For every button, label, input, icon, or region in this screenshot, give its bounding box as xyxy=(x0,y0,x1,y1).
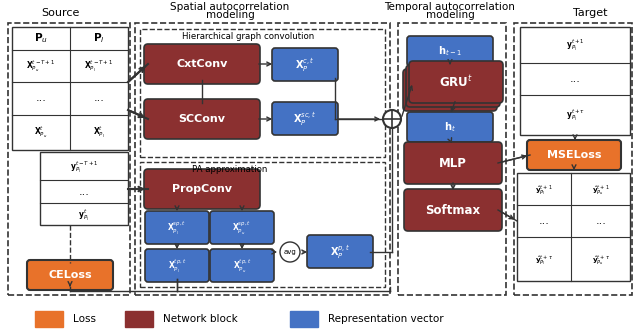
Text: SCConv: SCConv xyxy=(179,114,225,124)
FancyBboxPatch shape xyxy=(272,48,338,81)
Text: $\mathbf{X}^{t-T+1}_{P_l}$: $\mathbf{X}^{t-T+1}_{P_l}$ xyxy=(84,58,114,74)
Text: PA approximation: PA approximation xyxy=(192,164,268,174)
FancyBboxPatch shape xyxy=(145,211,209,244)
Bar xyxy=(140,29,385,157)
Text: $\mathbf{X}^{p,t}_{P}$: $\mathbf{X}^{p,t}_{P}$ xyxy=(330,243,350,261)
Bar xyxy=(140,162,385,287)
Text: Source: Source xyxy=(41,8,79,18)
Text: Network block: Network block xyxy=(163,314,237,324)
Text: CELoss: CELoss xyxy=(48,270,92,280)
Text: MSELoss: MSELoss xyxy=(547,150,601,160)
Text: $\mathbf{X}^{t-T+1}_{P_u}$: $\mathbf{X}^{t-T+1}_{P_u}$ xyxy=(26,58,56,74)
Bar xyxy=(35,311,63,327)
Text: modeling: modeling xyxy=(426,10,474,20)
Text: Softmax: Softmax xyxy=(426,203,481,216)
Text: $\mathbf{X}^{t}_{P_u}$: $\mathbf{X}^{t}_{P_u}$ xyxy=(35,124,48,140)
Text: $\hat{\mathbf{y}}^{t+1}_{P_l}$: $\hat{\mathbf{y}}^{t+1}_{P_l}$ xyxy=(535,183,553,197)
Bar xyxy=(517,173,630,281)
Text: ...: ... xyxy=(570,74,580,84)
Text: $\mathbf{y}^{t-T+1}_{P_l}$: $\mathbf{y}^{t-T+1}_{P_l}$ xyxy=(70,159,98,175)
FancyBboxPatch shape xyxy=(144,99,260,139)
Text: Loss: Loss xyxy=(73,314,96,324)
FancyBboxPatch shape xyxy=(407,112,493,142)
Text: $\mathbf{X}^{sc,t}_{P}$: $\mathbf{X}^{sc,t}_{P}$ xyxy=(293,111,317,128)
Text: ...: ... xyxy=(596,216,607,226)
Text: $\mathbf{X}^{sp,t}_{P_l}$: $\mathbf{X}^{sp,t}_{P_l}$ xyxy=(168,219,187,237)
Bar xyxy=(514,23,632,295)
Bar xyxy=(8,23,130,295)
Text: CxtConv: CxtConv xyxy=(176,59,228,69)
FancyBboxPatch shape xyxy=(27,260,113,290)
Text: modeling: modeling xyxy=(205,10,254,20)
Text: $\mathbf{X}^{tp,t}_{P_l}$: $\mathbf{X}^{tp,t}_{P_l}$ xyxy=(168,257,186,275)
FancyBboxPatch shape xyxy=(404,142,502,184)
FancyBboxPatch shape xyxy=(527,140,621,170)
FancyBboxPatch shape xyxy=(145,249,209,282)
Text: $\mathbf{h}_{t-1}$: $\mathbf{h}_{t-1}$ xyxy=(438,44,462,58)
Text: Hierarchical graph convolution: Hierarchical graph convolution xyxy=(182,31,314,41)
Text: $\mathbf{X}^{t}_{P_l}$: $\mathbf{X}^{t}_{P_l}$ xyxy=(93,124,105,140)
FancyBboxPatch shape xyxy=(272,102,338,135)
Bar xyxy=(135,23,390,295)
Text: ...: ... xyxy=(36,93,47,103)
Text: $\hat{\mathbf{y}}^{t+\tau}_{P_l}$: $\hat{\mathbf{y}}^{t+\tau}_{P_l}$ xyxy=(535,253,553,267)
Text: $\mathbf{P}_u$: $\mathbf{P}_u$ xyxy=(34,31,48,45)
Text: avg: avg xyxy=(284,249,296,255)
Text: $\mathbf{y}^{t+1}_{P_l}$: $\mathbf{y}^{t+1}_{P_l}$ xyxy=(566,37,584,53)
Bar xyxy=(40,152,128,225)
FancyBboxPatch shape xyxy=(144,44,260,84)
FancyBboxPatch shape xyxy=(210,211,274,244)
Text: PropConv: PropConv xyxy=(172,184,232,194)
Text: $\mathbf{X}^{tp,t}_{P_u}$: $\mathbf{X}^{tp,t}_{P_u}$ xyxy=(233,257,252,275)
Text: $\mathbf{y}^{t}_{P_l}$: $\mathbf{y}^{t}_{P_l}$ xyxy=(78,207,90,223)
FancyBboxPatch shape xyxy=(406,65,500,107)
Text: ...: ... xyxy=(79,187,90,197)
Bar xyxy=(125,311,153,327)
FancyBboxPatch shape xyxy=(409,61,503,103)
FancyBboxPatch shape xyxy=(307,235,373,268)
FancyBboxPatch shape xyxy=(404,189,502,231)
Text: $\mathbf{h}_{t}$: $\mathbf{h}_{t}$ xyxy=(444,120,456,134)
FancyBboxPatch shape xyxy=(210,249,274,282)
Text: Target: Target xyxy=(573,8,607,18)
Text: ...: ... xyxy=(93,93,104,103)
Text: $\hat{\mathbf{y}}^{t+\tau}_{P_u}$: $\hat{\mathbf{y}}^{t+\tau}_{P_u}$ xyxy=(592,253,610,267)
Text: Spatial autocorrelation: Spatial autocorrelation xyxy=(170,2,290,12)
Circle shape xyxy=(280,242,300,262)
Bar xyxy=(290,311,318,327)
FancyBboxPatch shape xyxy=(407,36,493,66)
Bar xyxy=(520,27,630,135)
Text: Temporal autocorrelation: Temporal autocorrelation xyxy=(385,2,515,12)
Text: $\mathbf{P}_l$: $\mathbf{P}_l$ xyxy=(93,31,105,45)
FancyBboxPatch shape xyxy=(403,69,497,111)
Bar xyxy=(398,23,506,295)
Text: $\mathbf{X}^{c,t}_{P}$: $\mathbf{X}^{c,t}_{P}$ xyxy=(295,56,315,74)
Text: Representation vector: Representation vector xyxy=(328,314,444,324)
Text: MLP: MLP xyxy=(439,156,467,170)
Text: ...: ... xyxy=(539,216,549,226)
Bar xyxy=(12,27,128,150)
Text: GRU$^t$: GRU$^t$ xyxy=(439,74,473,90)
Text: $\hat{\mathbf{y}}^{t+1}_{P_u}$: $\hat{\mathbf{y}}^{t+1}_{P_u}$ xyxy=(592,183,610,197)
Text: $\mathbf{y}^{t+\tau}_{P_l}$: $\mathbf{y}^{t+\tau}_{P_l}$ xyxy=(566,107,584,123)
Text: $\mathbf{X}^{sp,t}_{P_u}$: $\mathbf{X}^{sp,t}_{P_u}$ xyxy=(232,219,252,237)
Circle shape xyxy=(383,110,401,128)
FancyBboxPatch shape xyxy=(144,169,260,209)
